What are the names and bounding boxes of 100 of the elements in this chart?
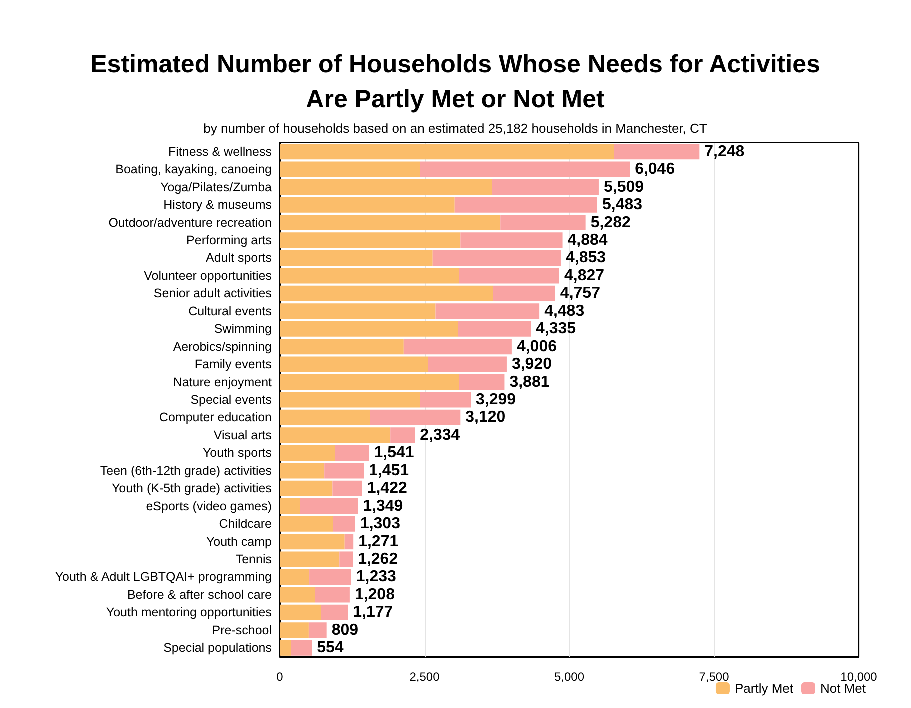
y-tick-label: Visual arts	[214, 428, 272, 442]
y-tick-label: Youth (K-5th grade) activities	[112, 482, 272, 496]
y-tick-label: Youth mentoring opportunities	[106, 606, 272, 620]
bar	[300, 498, 358, 514]
bar	[280, 552, 340, 568]
bar	[280, 180, 492, 196]
bar	[280, 374, 460, 390]
bar	[332, 480, 362, 496]
y-tick-label: Teen (6th-12th grade) activities	[100, 464, 272, 478]
bar	[324, 463, 364, 479]
total-label: 4,335	[536, 320, 576, 338]
bar	[280, 268, 460, 284]
x-tick-label: 2,500	[410, 670, 440, 684]
bar	[333, 516, 356, 532]
total-label: 3,920	[512, 356, 552, 374]
total-label: 1,541	[374, 444, 414, 462]
y-tick-label: Nature enjoyment	[173, 375, 273, 390]
bar	[308, 622, 327, 638]
bar	[432, 250, 561, 266]
total-label: 1,303	[360, 516, 401, 533]
legend-label: Not Met	[820, 681, 866, 696]
total-label: 1,177	[353, 604, 394, 622]
bar	[280, 498, 300, 514]
y-tick-label: Performing arts	[186, 233, 272, 248]
bar	[492, 180, 599, 196]
y-tick-label: Volunteer opportunities	[144, 268, 272, 283]
bar	[460, 232, 563, 248]
bar	[454, 197, 598, 213]
y-tick-label: Childcare	[219, 517, 272, 532]
y-tick-label: Special populations	[164, 641, 272, 656]
total-label: 2,334	[420, 426, 460, 444]
bar	[280, 232, 461, 248]
total-label: 4,884	[568, 232, 608, 249]
bar	[280, 304, 436, 320]
y-tick-label: eSports (video games)	[146, 499, 272, 514]
y-tick-label: Adult sports	[206, 251, 272, 266]
bar	[344, 534, 354, 550]
bar	[280, 392, 420, 408]
bar	[280, 162, 420, 178]
y-tick-label: Senior adult activities	[154, 286, 272, 301]
bar	[280, 445, 336, 461]
bar	[280, 463, 325, 479]
y-tick-label: Youth sports	[202, 446, 272, 460]
bar	[280, 356, 428, 372]
bar	[280, 197, 455, 213]
bar	[420, 392, 472, 408]
bar	[280, 622, 309, 638]
bar	[280, 480, 333, 496]
total-label: 1,208	[354, 586, 396, 604]
bar	[370, 410, 461, 426]
bar	[280, 604, 322, 620]
bar	[280, 339, 404, 355]
y-tick-label: Yoga/Pilates/Zumba	[160, 180, 272, 194]
bar	[280, 321, 458, 337]
bar	[493, 286, 556, 302]
y-tick-label: Special events	[190, 393, 272, 407]
bar	[280, 286, 494, 302]
total-label: 3,120	[466, 409, 506, 426]
total-label: 1,451	[369, 462, 410, 480]
total-label: 554	[317, 640, 344, 657]
x-tick-label: 7,500	[699, 670, 730, 684]
total-label: 4,757	[560, 285, 601, 302]
bar	[500, 214, 586, 231]
y-tick-label: Youth camp	[206, 534, 272, 549]
bar	[280, 428, 391, 444]
total-label: 5,509	[604, 178, 644, 196]
y-tick-label: Fitness & wellness	[168, 144, 272, 159]
x-tick-label: 10,000	[840, 670, 878, 684]
total-label: 6,046	[635, 161, 676, 178]
chart-title: Estimated Number of Households Whose Needs for Activities Are Partly Met or Not Met	[90, 50, 820, 114]
bar	[340, 552, 354, 568]
legend-label: Partly Met	[734, 681, 794, 696]
chart-subtitle: by number of households based on an estimated 25,182 households in Manchester, CT	[204, 121, 708, 136]
bar	[404, 339, 512, 355]
bar	[428, 356, 507, 372]
bar	[436, 304, 540, 320]
bar	[280, 569, 310, 586]
bar	[280, 534, 345, 550]
x-tick-label: 0	[276, 670, 284, 684]
bar	[459, 374, 505, 390]
total-label: 809	[332, 622, 359, 639]
bar	[458, 321, 531, 337]
y-tick-label: Cultural events	[188, 304, 272, 318]
bar	[335, 445, 370, 461]
total-label: 1,349	[363, 498, 404, 515]
bar	[315, 587, 350, 603]
y-tick-label: Family events	[194, 358, 272, 372]
bar	[280, 640, 291, 656]
total-label: 4,853	[566, 250, 606, 267]
bar	[280, 250, 433, 266]
y-tick-label: Youth & Adult LGBTQAI+ programming	[55, 570, 272, 584]
bar	[321, 604, 348, 620]
bar	[614, 144, 700, 160]
bar	[280, 214, 501, 231]
total-label: 3,299	[476, 392, 516, 408]
total-label: 1,233	[356, 568, 397, 586]
bar	[280, 587, 316, 603]
y-tick-label: Swimming	[214, 322, 272, 336]
y-tick-label: Before & after school care	[127, 588, 272, 602]
y-tick-label: Tennis	[236, 552, 272, 567]
